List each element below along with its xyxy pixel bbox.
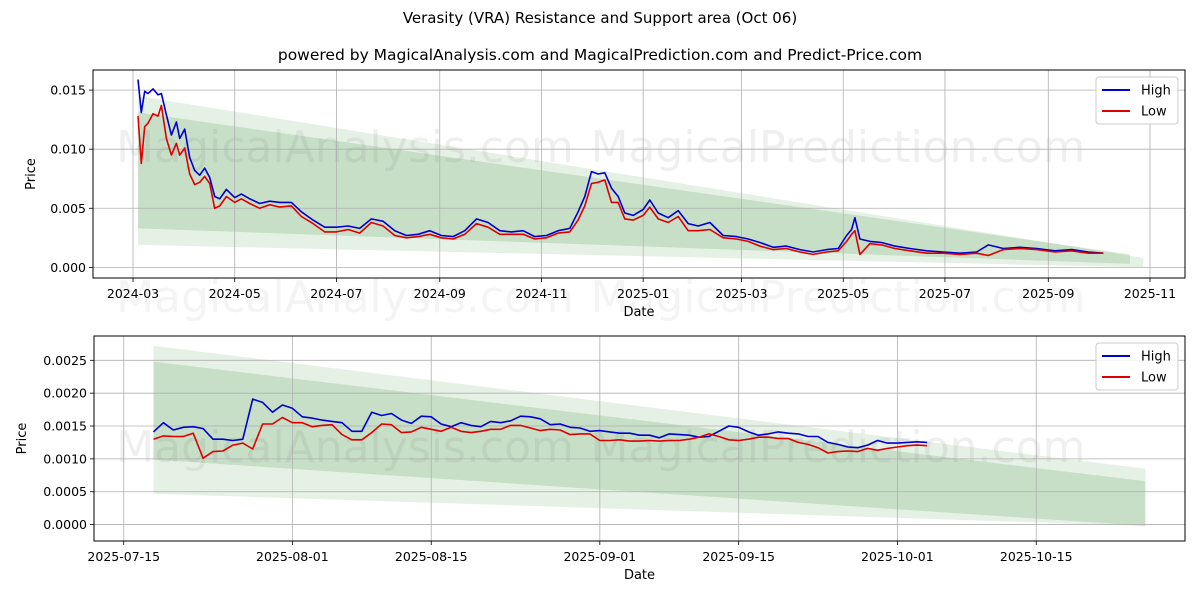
y-tick-label: 0.0005 [43, 484, 87, 499]
series-group [152, 398, 928, 459]
watermark-group: MagicalAnalysis.com MagicalPrediction.com [116, 422, 1085, 473]
x-tick-label: 2025-07 [919, 286, 971, 301]
x-axis-label: Date [623, 305, 654, 320]
x-axis-label: Date [624, 568, 655, 583]
series-line-high [137, 79, 1104, 254]
series-group [137, 79, 1104, 257]
top-chart-panel: MagicalAnalysis.com MagicalPrediction.com… [24, 69, 1186, 323]
chart-subtitle: powered by MagicalAnalysis.com and Magic… [277, 46, 923, 64]
legend-box [1095, 76, 1179, 125]
x-tick-label: 2025-10-15 [1000, 549, 1073, 564]
series-line-low [137, 104, 1104, 257]
series-line-low [153, 416, 928, 459]
x-tick-label: 2024-05 [209, 286, 261, 301]
x-tick-label: 2025-11 [1124, 286, 1176, 301]
y-tick-label: 0.0020 [43, 386, 87, 401]
watermark-group-outer: MagicalAnalysis.com MagicalPrediction.com [116, 272, 1085, 323]
x-tick-label: 2025-09-15 [702, 549, 775, 564]
y-tick-label: 0.010 [50, 142, 86, 157]
x-tick-label: 2025-09-01 [563, 549, 636, 564]
inner-band [138, 112, 1130, 264]
y-tick-label: 0.0010 [43, 451, 87, 466]
y-tick-label: 0.0025 [43, 353, 87, 368]
legend: High Low [1095, 342, 1179, 391]
series-line-high [152, 398, 928, 449]
legend-label-low: Low [1141, 371, 1167, 386]
x-tick-label: 2025-03 [715, 286, 767, 301]
axes-frame [92, 69, 1186, 279]
x-tick-label: 2025-08-01 [256, 549, 329, 564]
x-tick-label: 2024-03 [107, 286, 159, 301]
x-tick-label: 2024-09 [414, 286, 466, 301]
watermark-group: MagicalAnalysis.com MagicalPrediction.com [116, 122, 1085, 173]
x-tick-label: 2024-07 [310, 286, 362, 301]
y-tick-label: 0.0015 [43, 419, 87, 434]
watermark-text: MagicalAnalysis.com [116, 422, 574, 473]
y-axis-label: Price [15, 423, 30, 455]
legend-label-high: High [1141, 84, 1171, 99]
axes-frame [93, 335, 1186, 542]
watermark-text: MagicalAnalysis.com [116, 272, 574, 323]
legend-box [1095, 342, 1179, 391]
y-tick-label: 0.015 [50, 83, 86, 98]
watermark-text: MagicalPrediction.com [591, 272, 1086, 323]
x-tick-label: 2025-05 [817, 286, 869, 301]
chart-title: Verasity (VRA) Resistance and Support ar… [402, 9, 798, 27]
x-tick-label: 2025-07-15 [87, 549, 160, 564]
y-tick-label: 0.000 [50, 260, 86, 275]
x-tick-label: 2025-10-01 [861, 549, 934, 564]
x-tick-label: 2025-09 [1022, 286, 1074, 301]
y-tick-label: 0.005 [50, 201, 86, 216]
x-tick-label: 2025-08-15 [395, 549, 468, 564]
y-axis-label: Price [24, 158, 39, 190]
bottom-chart-panel: MagicalAnalysis.com MagicalPrediction.com… [15, 335, 1186, 583]
watermark-text: MagicalPrediction.com [591, 422, 1086, 473]
outer-band [138, 96, 1144, 268]
legend-label-high: High [1141, 350, 1171, 365]
legend: High Low [1095, 76, 1179, 125]
watermark-text: MagicalPrediction.com [591, 122, 1086, 173]
legend-label-low: Low [1141, 105, 1167, 120]
x-tick-label: 2024-11 [515, 286, 567, 301]
band-group [138, 96, 1144, 268]
y-tick-label: 0.0000 [43, 517, 87, 532]
x-tick-label: 2025-01 [617, 286, 669, 301]
